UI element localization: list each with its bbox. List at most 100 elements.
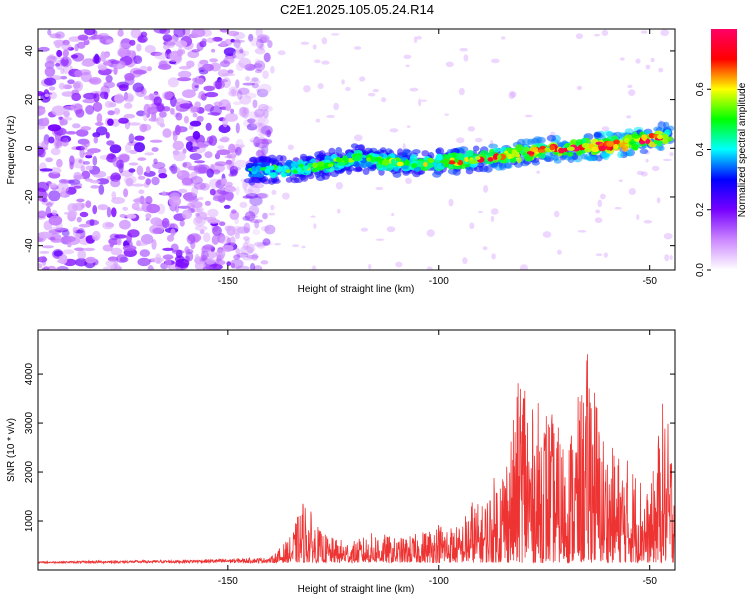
noise-blob bbox=[113, 60, 126, 70]
noise-blob bbox=[51, 210, 58, 216]
noise-blob bbox=[38, 124, 46, 130]
noise-blob bbox=[253, 63, 263, 69]
noise-blob bbox=[635, 58, 641, 64]
signal-blob bbox=[641, 134, 648, 141]
noise-blob bbox=[62, 117, 73, 121]
signal-blob bbox=[639, 148, 649, 154]
noise-blob bbox=[48, 86, 56, 91]
signal-blob bbox=[523, 146, 530, 153]
noise-blob bbox=[216, 149, 231, 156]
noise-blob bbox=[368, 92, 376, 97]
noise-blob bbox=[245, 92, 257, 99]
noise-blob bbox=[110, 247, 123, 256]
noise-blob bbox=[310, 215, 316, 218]
signal-blob bbox=[397, 148, 404, 156]
noise-blob bbox=[78, 223, 91, 228]
noise-blob bbox=[467, 126, 475, 132]
noise-blob bbox=[335, 182, 343, 190]
noise-blob bbox=[181, 177, 194, 186]
noise-blob bbox=[426, 266, 433, 270]
noise-blob bbox=[254, 69, 263, 74]
noise-blob bbox=[627, 84, 633, 89]
x-tick-label: -100 bbox=[429, 576, 449, 587]
noise-blob bbox=[55, 31, 65, 39]
noise-blob bbox=[242, 107, 249, 119]
noise-blob bbox=[256, 192, 269, 199]
noise-blob bbox=[231, 209, 237, 214]
noise-blob bbox=[391, 212, 395, 217]
noise-blob bbox=[444, 113, 450, 116]
signal-blob bbox=[447, 168, 458, 175]
noise-blob bbox=[251, 253, 259, 261]
signal-blob bbox=[275, 165, 283, 173]
noise-blob bbox=[211, 48, 216, 53]
noise-blob bbox=[197, 196, 204, 201]
signal-blob bbox=[575, 139, 583, 145]
noise-blob bbox=[113, 107, 121, 115]
snr-series-line bbox=[37, 354, 676, 565]
noise-blob bbox=[256, 242, 266, 249]
noise-blob bbox=[256, 88, 269, 98]
noise-blob bbox=[116, 254, 128, 263]
noise-blob bbox=[190, 176, 203, 185]
noise-blob bbox=[395, 261, 403, 268]
noise-blob bbox=[129, 149, 138, 155]
noise-blob bbox=[244, 188, 254, 194]
noise-blob bbox=[413, 36, 418, 44]
noise-blob bbox=[331, 33, 340, 36]
noise-blob bbox=[83, 140, 91, 148]
noise-blob bbox=[235, 138, 244, 150]
noise-blob bbox=[96, 113, 103, 124]
noise-blob bbox=[150, 51, 163, 57]
noise-blob bbox=[80, 165, 86, 172]
noise-blob bbox=[636, 170, 644, 176]
noise-blob bbox=[113, 174, 121, 181]
signal-blob bbox=[622, 145, 629, 152]
noise-blob bbox=[175, 101, 181, 112]
noise-blob bbox=[301, 245, 306, 249]
noise-blob bbox=[469, 222, 475, 230]
noise-blob bbox=[44, 93, 50, 98]
noise-blob bbox=[456, 137, 465, 144]
noise-blob bbox=[490, 215, 495, 223]
noise-blob bbox=[645, 158, 649, 163]
noise-blob bbox=[47, 29, 52, 36]
noise-blob bbox=[180, 128, 186, 132]
noise-blob bbox=[244, 211, 256, 222]
signal-blob bbox=[303, 165, 309, 170]
noise-blob bbox=[232, 101, 242, 105]
x-tick-label: -150 bbox=[218, 276, 238, 287]
noise-blob bbox=[162, 44, 170, 50]
noise-blob bbox=[77, 34, 89, 41]
noise-blob bbox=[83, 92, 97, 100]
noise-blob bbox=[575, 33, 584, 40]
colorbar-ticks: 0.0 0.2 0.4 0.6 bbox=[695, 82, 711, 277]
noise-blob bbox=[246, 63, 254, 70]
noise-blob bbox=[225, 103, 232, 112]
noise-blob bbox=[73, 174, 84, 180]
noise-blob bbox=[237, 252, 249, 258]
noise-blob bbox=[233, 49, 246, 60]
noise-blob bbox=[219, 60, 231, 68]
signal-blob bbox=[270, 172, 277, 179]
noise-blob bbox=[221, 73, 236, 77]
noise-blob bbox=[235, 122, 240, 134]
noise-blob bbox=[212, 169, 221, 175]
noise-blob bbox=[39, 250, 50, 254]
noise-blob bbox=[219, 235, 231, 245]
noise-blob bbox=[239, 48, 244, 54]
noise-blob bbox=[368, 264, 372, 270]
noise-blob bbox=[271, 189, 277, 195]
noise-blob bbox=[372, 88, 379, 93]
noise-blob bbox=[258, 83, 272, 94]
noise-blob bbox=[204, 104, 215, 112]
noise-blob bbox=[56, 266, 69, 270]
noise-blob bbox=[167, 77, 179, 88]
signal-blob bbox=[553, 158, 562, 164]
noise-blob bbox=[403, 54, 412, 59]
noise-blob bbox=[62, 249, 75, 255]
figure-title: C2E1.2025.105.05.24.R14 bbox=[280, 2, 434, 17]
noise-blob bbox=[262, 212, 268, 220]
snr-y-axis: 1000 2000 3000 4000 bbox=[24, 363, 675, 532]
noise-blob bbox=[195, 216, 203, 224]
